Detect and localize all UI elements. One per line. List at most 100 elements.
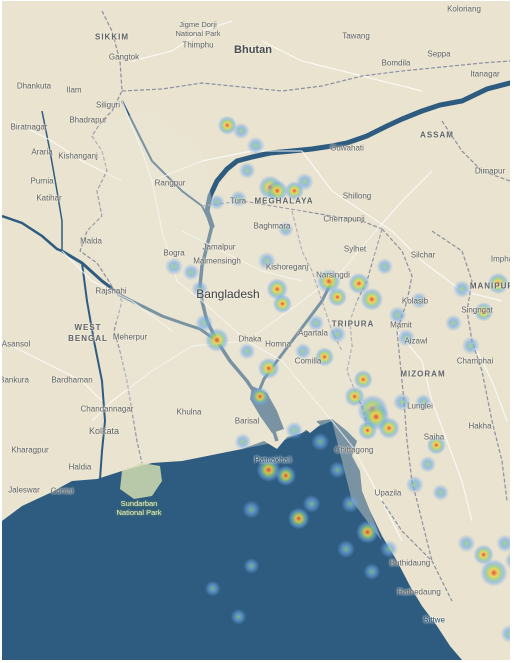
- label-sittwe: Sittwe: [423, 615, 445, 625]
- label-impha: Impha: [490, 254, 510, 264]
- heat-point: [353, 369, 373, 390]
- label-chandannagar: Chandannagar: [80, 404, 134, 414]
- label-sikkim: SIKKIM: [95, 32, 129, 42]
- label-bangladesh: Bangladesh: [196, 287, 260, 301]
- heat-point: [238, 342, 256, 360]
- label-siliguri: Siliguri: [95, 100, 121, 110]
- heat-point: [426, 435, 446, 455]
- heat-point: [376, 258, 394, 275]
- heat-point: [328, 325, 347, 344]
- label-malda: Malda: [80, 236, 102, 246]
- label-rangpur: Rangpur: [154, 178, 186, 188]
- heat-point: [357, 420, 378, 440]
- label-kishoreganj: Kishoreganj: [265, 262, 309, 272]
- label-upazila: Upazila: [374, 488, 402, 498]
- label-araria: Araria: [31, 147, 53, 157]
- label-hakha: Hakha: [468, 421, 492, 431]
- heat-point: [363, 563, 381, 580]
- heat-point: [337, 540, 355, 558]
- heat-point: [204, 580, 221, 597]
- label-katihar: Katihar: [36, 193, 62, 203]
- label-shillong: Shillong: [342, 191, 372, 201]
- heat-point: [316, 269, 341, 294]
- label-rajshahi: Rajshahi: [95, 286, 127, 296]
- meghna-river: [255, 280, 334, 397]
- label-thimphu: Thimphu: [182, 40, 214, 50]
- heat-point: [445, 314, 462, 332]
- label-ilam: Ilam: [66, 85, 82, 95]
- brahmaputra-river: [204, 80, 510, 229]
- heat-point: [295, 172, 314, 191]
- label-khulna: Khulna: [176, 407, 202, 417]
- label-gangtok: Gangtok: [108, 52, 140, 62]
- label-guwahati: Guwahati: [330, 143, 364, 153]
- label-bhutan: Bhutan: [234, 44, 272, 56]
- label-homna: Homna: [265, 339, 291, 349]
- label-bagmara: Baghmara: [253, 221, 291, 231]
- label-asansol: Asansol: [2, 339, 31, 349]
- heat-point: [348, 272, 370, 295]
- label-aizawl: Aizawl: [404, 336, 428, 346]
- label-purnia: Purnia: [30, 176, 54, 186]
- label-jigme-park: Jigme Dorji National Park: [175, 20, 221, 38]
- heat-point: [278, 221, 294, 238]
- heat-point: [480, 559, 508, 587]
- heat-point: [209, 194, 225, 210]
- heat-point: [230, 609, 247, 625]
- label-maimensingh: Maimensingh: [193, 256, 241, 266]
- heat-point: [217, 115, 237, 135]
- kosi-river: [41, 110, 63, 251]
- heat-point: [474, 302, 494, 322]
- heat-point: [238, 162, 256, 179]
- label-dhankuta: Dhankuta: [16, 81, 52, 91]
- heat-point: [473, 544, 494, 565]
- label-biratnagar: Biratnagar: [10, 122, 48, 132]
- heat-point: [294, 342, 312, 360]
- label-buthidaung: Buthidaung: [389, 558, 431, 568]
- label-tawang: Tawang: [342, 31, 370, 41]
- heat-point: [341, 494, 360, 513]
- label-bankura: Bankura: [2, 375, 29, 385]
- heat-point: [327, 287, 347, 307]
- heat-point: [275, 465, 296, 486]
- heatmap-layer: [165, 115, 510, 643]
- label-seppa: Seppa: [427, 49, 451, 59]
- heat-point: [461, 336, 480, 355]
- teesta-river: [121, 100, 213, 227]
- label-barisal: Barisal: [234, 416, 260, 426]
- label-chittagong: Chittagong: [334, 445, 374, 455]
- heat-point: [182, 263, 200, 281]
- heat-point: [419, 455, 437, 473]
- label-sylhet: Sylhet: [343, 244, 367, 254]
- heat-point: [397, 328, 416, 347]
- heat-point: [232, 122, 250, 140]
- label-assam: ASSAM: [420, 130, 454, 140]
- heat-point: [432, 484, 449, 501]
- label-haldia: Haldia: [68, 462, 92, 472]
- heat-point: [453, 280, 472, 299]
- heat-point: [307, 314, 325, 332]
- label-agartala: Agartala: [298, 328, 328, 338]
- label-meherpur: Meherpur: [112, 332, 148, 342]
- label-jamalpur: Jamalpur: [202, 242, 236, 252]
- label-bomdila: Bomdila: [381, 58, 411, 68]
- label-tura: Tura: [229, 196, 247, 206]
- heat-point: [266, 180, 289, 202]
- ganges-river: [2, 214, 63, 253]
- label-manipur: MANIPUR: [469, 281, 510, 291]
- label-bogra: Bogra: [163, 248, 185, 258]
- sandwip-island: [302, 419, 320, 433]
- heat-point: [191, 280, 209, 298]
- label-bhadrapur: Bhadrapur: [69, 115, 107, 125]
- heat-point: [257, 357, 280, 380]
- bangladesh-region: [87, 111, 382, 541]
- label-singngat: Singngat: [461, 305, 493, 315]
- heat-point: [257, 251, 276, 270]
- heat-point: [457, 534, 476, 553]
- label-meghalaya: MEGHALAYA: [254, 196, 314, 206]
- label-champhai: Champhai: [456, 356, 494, 366]
- heat-point: [314, 347, 335, 367]
- padma-river: [61, 249, 218, 343]
